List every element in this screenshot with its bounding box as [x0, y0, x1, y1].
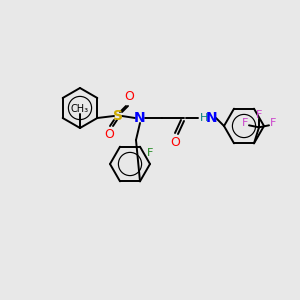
Text: O: O [170, 136, 180, 148]
Text: S: S [113, 109, 123, 123]
Text: F: F [242, 118, 248, 128]
Text: O: O [124, 91, 134, 103]
Text: CH₃: CH₃ [71, 104, 89, 114]
Text: O: O [104, 128, 114, 142]
Text: F: F [270, 118, 276, 128]
Text: N: N [206, 111, 218, 125]
Text: F: F [147, 148, 153, 158]
Text: H: H [200, 113, 208, 123]
Text: N: N [134, 111, 146, 125]
Text: F: F [256, 110, 262, 120]
